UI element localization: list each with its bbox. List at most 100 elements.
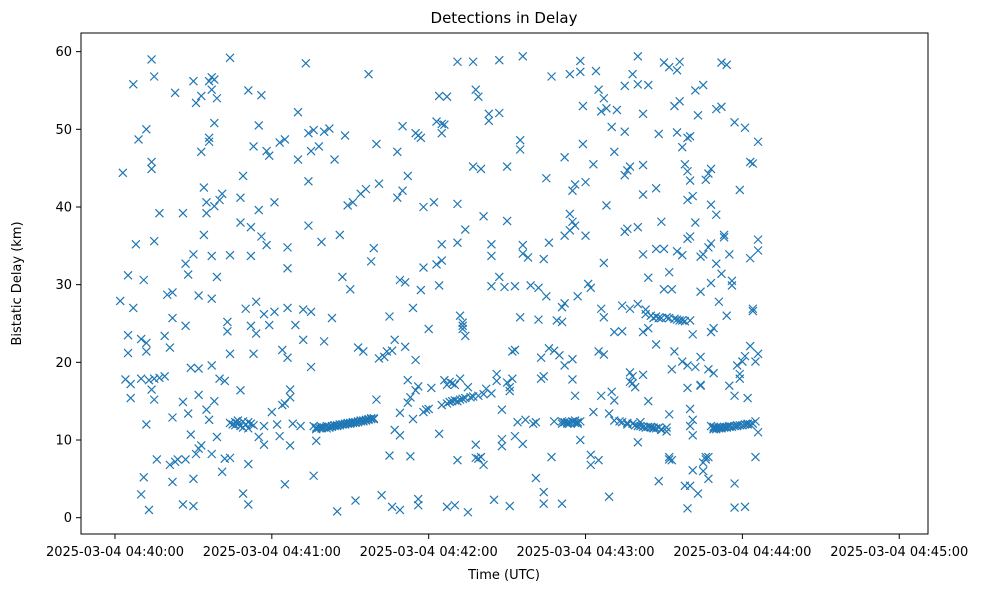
data-point <box>557 317 567 327</box>
data-point <box>453 199 462 209</box>
data-point <box>319 336 329 346</box>
data-point <box>358 347 368 356</box>
data-point <box>220 376 230 386</box>
data-point <box>152 455 162 464</box>
data-point <box>324 124 334 133</box>
data-point <box>181 259 190 269</box>
y-axis-label: Bistatic Delay (km) <box>10 221 25 345</box>
data-point <box>500 282 509 292</box>
data-point <box>238 489 248 499</box>
data-point <box>290 320 300 330</box>
data-point <box>473 454 483 464</box>
data-point <box>369 414 379 424</box>
data-point <box>238 171 248 181</box>
data-point <box>215 374 224 384</box>
data-point <box>395 408 405 418</box>
data-point <box>641 309 651 319</box>
data-point <box>617 301 627 311</box>
data-point <box>392 147 402 157</box>
data-point <box>599 93 609 103</box>
data-point <box>144 505 154 515</box>
data-point <box>264 320 274 330</box>
data-point <box>162 290 172 300</box>
data-point <box>554 350 564 360</box>
data-point <box>492 376 502 386</box>
data-point <box>361 184 371 194</box>
data-point <box>476 452 486 462</box>
data-point <box>523 253 533 262</box>
data-point <box>374 179 384 189</box>
data-point <box>147 157 157 167</box>
data-point <box>599 258 609 268</box>
data-point <box>139 275 149 285</box>
data-point <box>696 352 705 362</box>
data-point <box>625 368 635 377</box>
data-point <box>136 489 146 499</box>
data-point <box>557 302 567 312</box>
data-point <box>510 431 520 441</box>
data-point <box>296 421 306 431</box>
data-point <box>513 417 522 427</box>
data-point <box>225 349 235 359</box>
x-tick-label: 2025-03-04 04:43:00 <box>517 545 655 560</box>
data-point <box>664 267 674 277</box>
data-point <box>126 393 136 403</box>
data-point <box>155 373 164 383</box>
data-point <box>609 147 619 157</box>
data-point <box>732 361 742 370</box>
data-point <box>254 121 264 130</box>
data-point <box>510 345 520 355</box>
data-point <box>199 183 209 192</box>
data-point <box>147 54 157 64</box>
data-point <box>487 251 496 261</box>
data-point <box>131 239 141 249</box>
data-point <box>547 452 556 462</box>
data-point <box>541 173 551 183</box>
data-point <box>633 79 643 89</box>
data-point <box>351 496 360 506</box>
data-point <box>651 340 661 349</box>
data-point <box>371 395 381 405</box>
data-point <box>685 232 695 241</box>
data-point <box>685 404 695 414</box>
data-point <box>437 400 447 410</box>
data-point <box>405 392 415 402</box>
data-point <box>562 419 572 429</box>
data-point <box>662 427 672 436</box>
data-point <box>322 423 332 433</box>
data-point <box>434 91 444 101</box>
data-point <box>348 197 358 207</box>
data-point <box>345 284 355 294</box>
data-point <box>188 76 198 86</box>
data-point <box>460 225 470 234</box>
data-point <box>570 391 580 401</box>
data-point <box>568 354 577 364</box>
data-point <box>204 137 214 147</box>
data-point <box>487 239 496 249</box>
data-point <box>400 277 410 287</box>
data-point <box>249 141 258 151</box>
data-point <box>586 460 596 470</box>
data-point <box>677 315 687 325</box>
data-point <box>497 434 507 444</box>
data-point <box>256 90 266 100</box>
data-point <box>437 128 447 138</box>
y-tick-label: 50 <box>55 123 72 138</box>
data-point <box>387 346 397 356</box>
data-point <box>709 323 719 333</box>
data-point <box>236 218 245 227</box>
data-point <box>395 505 405 515</box>
data-point <box>570 418 580 428</box>
data-point <box>730 391 739 401</box>
data-point <box>458 321 468 331</box>
data-point <box>243 500 253 509</box>
data-point <box>400 342 410 352</box>
data-point <box>319 127 329 137</box>
data-point <box>588 159 598 169</box>
data-point <box>241 304 251 314</box>
data-point <box>473 391 483 401</box>
data-point <box>408 303 418 313</box>
data-point <box>643 323 653 333</box>
data-point <box>753 349 763 359</box>
data-point <box>701 452 711 462</box>
